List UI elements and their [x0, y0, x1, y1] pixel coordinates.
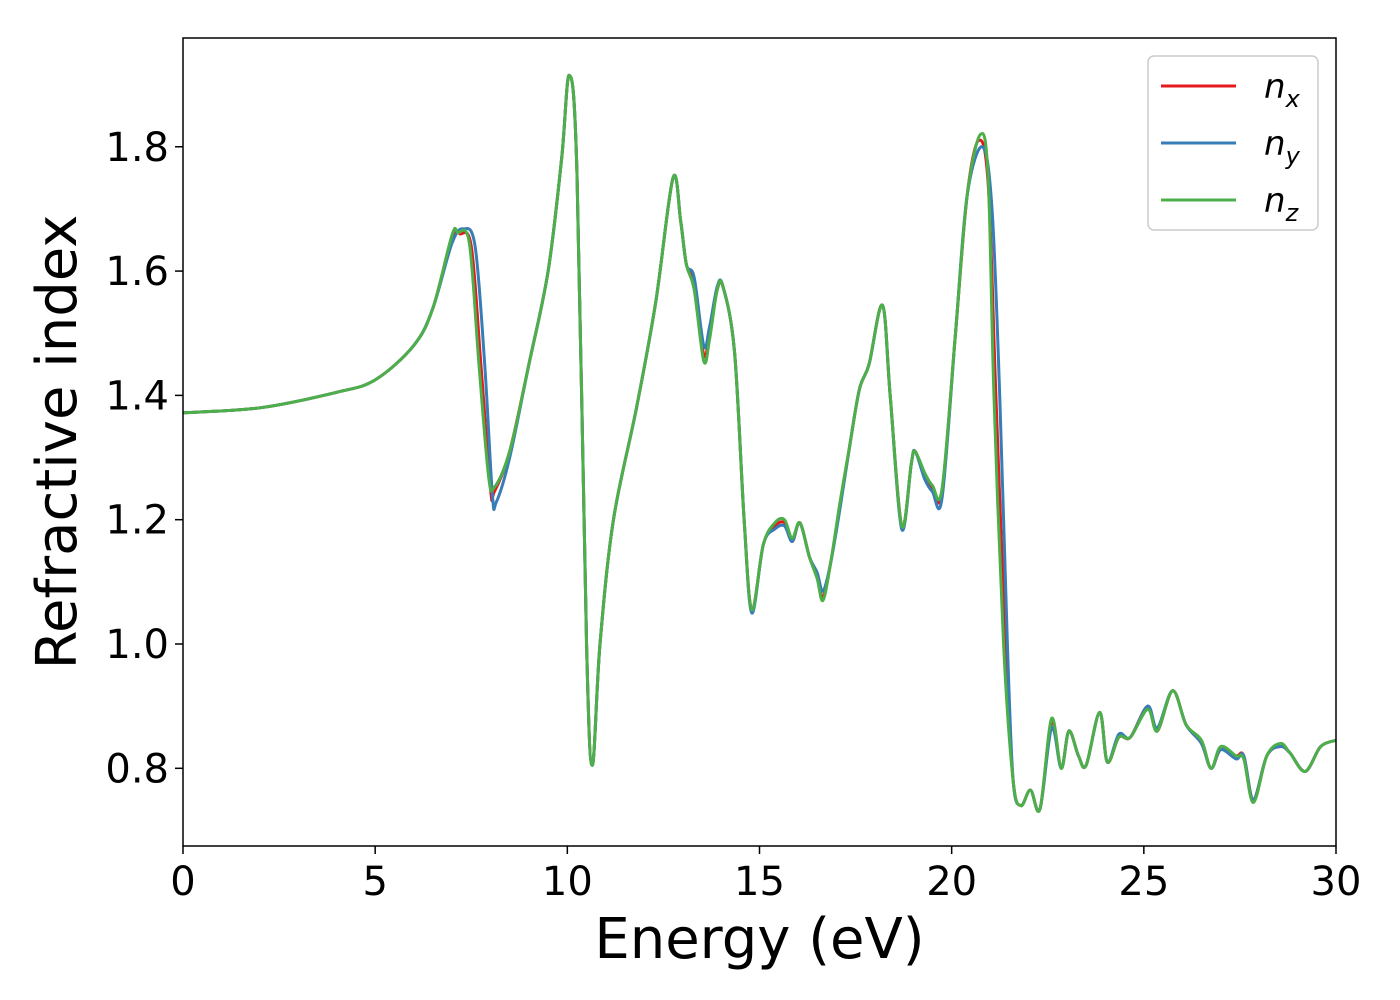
x-tick-label: 30 — [1311, 859, 1362, 905]
series-line-z — [183, 73, 1336, 813]
x-tick-label: 15 — [734, 859, 785, 905]
x-tick-label: 5 — [362, 859, 387, 905]
x-tick-label: 0 — [170, 859, 195, 905]
legend: nx ny nz — [1147, 55, 1319, 231]
y-tick-label: 1.8 — [105, 125, 169, 171]
x-tick-label: 10 — [542, 859, 593, 905]
x-axis: 0 5 10 15 20 25 30 — [170, 846, 1361, 905]
y-tick-label: 1.6 — [105, 249, 169, 295]
x-tick-label: 25 — [1118, 859, 1169, 905]
y-tick-label: 1.2 — [105, 498, 169, 544]
y-tick-label: 1.4 — [105, 373, 169, 419]
y-tick-label: 1.0 — [105, 622, 169, 668]
legend-label-x: nx — [1264, 67, 1301, 113]
x-axis-label: Energy (eV) — [594, 907, 924, 972]
legend-label-z: nz — [1264, 181, 1300, 227]
y-axis: 0.8 1.0 1.2 1.4 1.6 1.8 — [105, 125, 183, 792]
series-layer — [183, 73, 1336, 813]
x-tick-label: 20 — [926, 859, 977, 905]
y-tick-label: 0.8 — [105, 746, 169, 792]
y-axis-label: Refractive index — [25, 215, 90, 670]
legend-label-y: ny — [1264, 124, 1301, 170]
